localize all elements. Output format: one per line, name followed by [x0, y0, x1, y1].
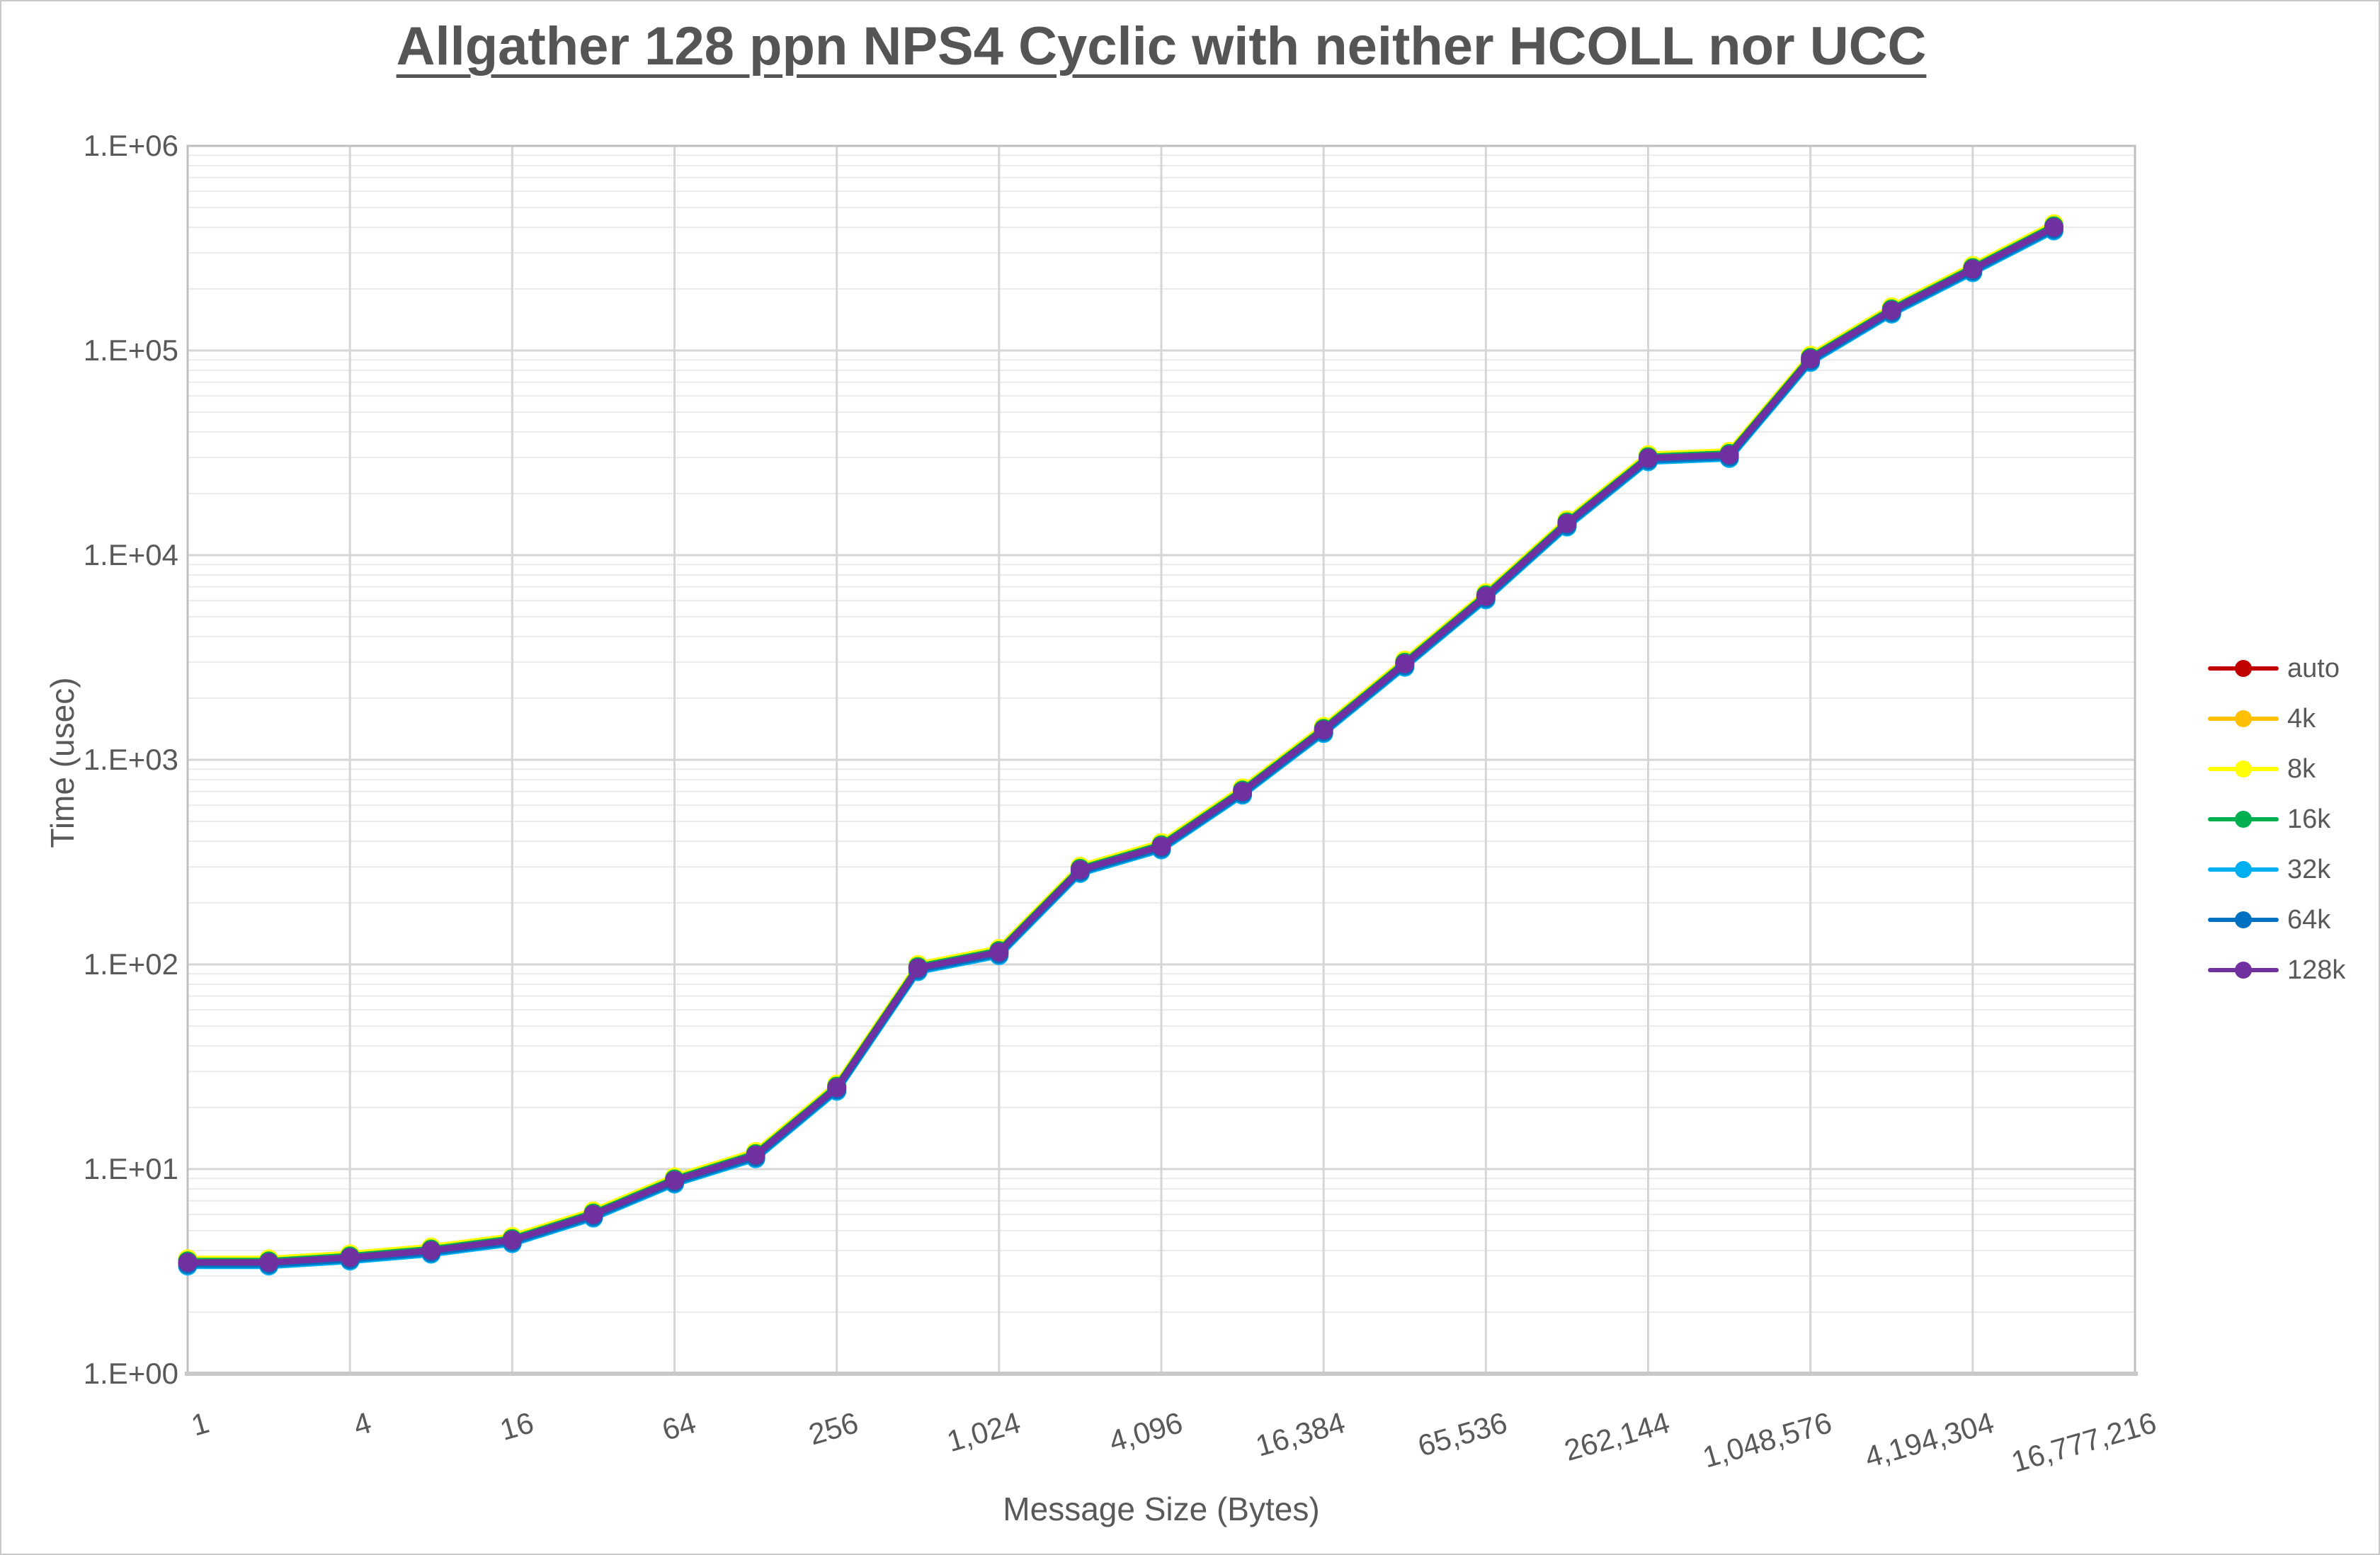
- legend-item-32k[interactable]: 32k: [2208, 844, 2378, 894]
- data-point-128k-16384[interactable]: [1314, 720, 1333, 740]
- legend-item-auto[interactable]: auto: [2208, 643, 2378, 693]
- legend-dot-icon: [2235, 911, 2252, 928]
- legend-dot-icon: [2235, 760, 2252, 778]
- series-line-128k[interactable]: [184, 224, 2057, 1266]
- legend-swatch-16k: [2208, 810, 2279, 828]
- legend-swatch-8k: [2208, 760, 2279, 778]
- series-line-16k[interactable]: [184, 222, 2057, 1265]
- data-point-128k-1024[interactable]: [989, 942, 1009, 962]
- data-point-128k-512[interactable]: [908, 958, 928, 978]
- data-point-128k-262144[interactable]: [1639, 448, 1658, 468]
- legend-label: 8k: [2287, 753, 2316, 784]
- data-point-128k-8388608[interactable]: [2044, 217, 2063, 237]
- legend: auto 4k 8k 16k 32k 64k 128k: [2208, 643, 2378, 995]
- legend-dot-icon: [2235, 860, 2252, 878]
- data-point-128k-4194304[interactable]: [1963, 259, 1983, 279]
- data-point-128k-1048576[interactable]: [1801, 349, 1821, 369]
- data-point-128k-1[interactable]: [178, 1253, 198, 1272]
- legend-item-8k[interactable]: 8k: [2208, 744, 2378, 794]
- legend-swatch-auto: [2208, 659, 2279, 678]
- data-point-128k-8[interactable]: [421, 1241, 441, 1260]
- series-line-64k[interactable]: [184, 226, 2057, 1268]
- legend-item-16k[interactable]: 16k: [2208, 794, 2378, 844]
- legend-label: 16k: [2287, 804, 2331, 834]
- y-tick-label-1.E+04: 1.E+04: [83, 538, 178, 571]
- series-line-4k[interactable]: [184, 222, 2057, 1264]
- x-axis-title: Message Size (Bytes): [1003, 1491, 1320, 1527]
- y-tick-label-1.E+00: 1.E+00: [83, 1357, 178, 1390]
- data-point-128k-128[interactable]: [746, 1145, 765, 1165]
- data-point-128k-4[interactable]: [340, 1248, 360, 1268]
- legend-dot-icon: [2235, 710, 2252, 727]
- data-point-128k-2097152[interactable]: [1881, 300, 1901, 320]
- data-point-128k-256[interactable]: [827, 1078, 847, 1098]
- y-tick-label-1.E+06: 1.E+06: [83, 129, 178, 162]
- series-line-32k[interactable]: [184, 227, 2057, 1270]
- data-point-128k-524288[interactable]: [1719, 445, 1739, 465]
- y-tick-label-1.E+02: 1.E+02: [83, 947, 178, 981]
- legend-item-64k[interactable]: 64k: [2208, 894, 2378, 945]
- legend-dot-icon: [2235, 659, 2252, 677]
- legend-dot-icon: [2235, 961, 2252, 979]
- legend-item-4k[interactable]: 4k: [2208, 693, 2378, 744]
- data-point-128k-64[interactable]: [665, 1170, 684, 1190]
- data-point-128k-8192[interactable]: [1233, 782, 1253, 802]
- y-tick-label-1.E+01: 1.E+01: [83, 1152, 178, 1185]
- y-axis-title: Time (usec): [44, 677, 81, 848]
- legend-dot-icon: [2235, 810, 2252, 828]
- data-point-128k-2048[interactable]: [1070, 860, 1090, 879]
- legend-swatch-4k: [2208, 710, 2279, 728]
- legend-swatch-32k: [2208, 860, 2279, 879]
- chart-title: Allgather 128 ppn NPS4 Cyclic with neith…: [396, 16, 1927, 76]
- data-point-128k-2[interactable]: [259, 1253, 279, 1272]
- data-point-128k-65536[interactable]: [1476, 586, 1496, 606]
- legend-item-128k[interactable]: 128k: [2208, 945, 2378, 995]
- legend-label: 32k: [2287, 854, 2331, 884]
- y-tick-label-1.E+03: 1.E+03: [83, 743, 178, 776]
- data-point-128k-32[interactable]: [583, 1204, 603, 1224]
- data-point-128k-4096[interactable]: [1151, 836, 1171, 856]
- legend-label: 4k: [2287, 703, 2316, 734]
- legend-swatch-64k: [2208, 911, 2279, 929]
- data-point-128k-16[interactable]: [502, 1230, 522, 1250]
- data-point-128k-32768[interactable]: [1395, 654, 1415, 673]
- data-point-128k-131072[interactable]: [1557, 513, 1577, 533]
- legend-label: auto: [2287, 653, 2340, 683]
- legend-swatch-128k: [2208, 961, 2279, 979]
- legend-label: 64k: [2287, 904, 2331, 935]
- y-tick-label-1.E+05: 1.E+05: [83, 334, 178, 367]
- series-line-8k[interactable]: [184, 220, 2057, 1263]
- legend-label: 128k: [2287, 955, 2346, 985]
